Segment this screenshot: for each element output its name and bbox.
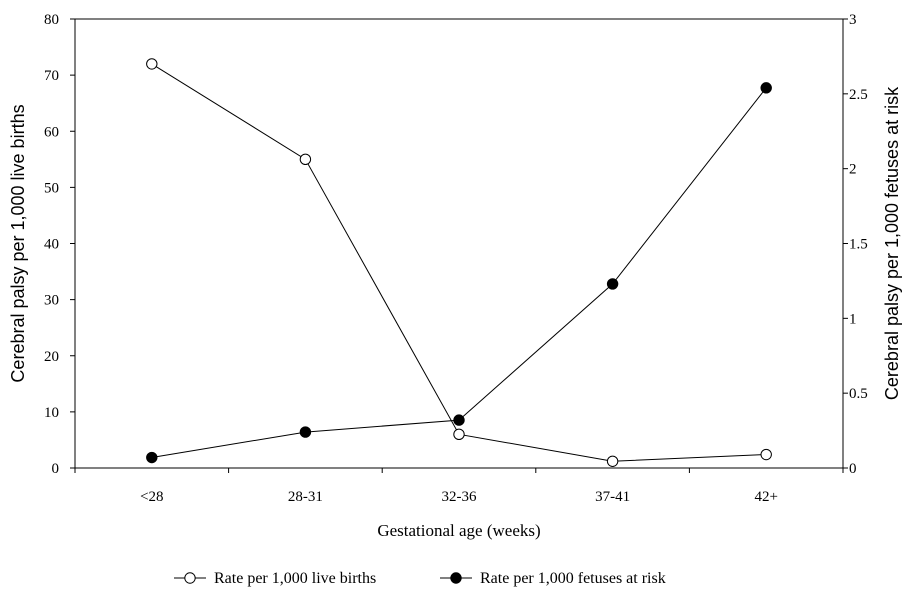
data-point-live-births (760, 448, 772, 461)
right-tick-label: 3 (849, 12, 857, 28)
right-tick-label: 0 (849, 461, 857, 477)
data-point-live-births (606, 455, 619, 467)
legend-label-live-births: Rate per 1,000 live births (214, 570, 376, 587)
data-point-live-births (453, 428, 465, 441)
legend: Rate per 1,000 live births Rate per 1,00… (174, 570, 666, 587)
left-y-axis-title: Cerebral palsy per 1,000 live births (8, 104, 28, 382)
x-tick-label: 32-36 (442, 489, 477, 505)
legend-label-fetuses-at-risk: Rate per 1,000 fetuses at risk (480, 570, 666, 587)
right-axis-ticks: 0 0.5 1 1.5 2 2.5 3 (843, 12, 868, 477)
legend-item-fetuses-at-risk: Rate per 1,000 fetuses at risk (440, 570, 666, 587)
legend-item-live-births: Rate per 1,000 live births (174, 570, 376, 587)
series-line-fetuses-at-risk (151, 87, 767, 459)
right-tick-label: 1.5 (849, 237, 868, 253)
data-point-live-births (146, 58, 158, 70)
left-tick-label: 30 (44, 293, 59, 309)
right-y-axis-title: Cerebral palsy per 1,000 fetuses at risk (882, 86, 902, 400)
data-point-fetuses-at-risk (146, 451, 158, 464)
left-tick-label: 50 (44, 180, 59, 196)
series-layer (146, 58, 772, 467)
left-tick-label: 40 (44, 237, 59, 253)
plot-frame (74, 18, 844, 469)
right-tick-label: 0.5 (849, 386, 868, 402)
data-point-live-births (299, 153, 312, 166)
data-point-fetuses-at-risk (299, 426, 312, 438)
x-tick-label: <28 (140, 489, 163, 505)
legend-marker-filled-circle (450, 572, 462, 584)
left-tick-label: 20 (44, 349, 59, 365)
right-tick-label: 2.5 (849, 87, 868, 103)
data-point-fetuses-at-risk (453, 414, 465, 426)
left-tick-label: 70 (44, 68, 59, 84)
x-tick-label: 42+ (754, 489, 777, 505)
series-live-births (146, 58, 772, 467)
left-tick-label: 60 (44, 124, 59, 140)
left-axis-ticks: 0 10 20 30 40 50 60 70 80 (44, 12, 75, 477)
series-line-live-births (151, 63, 767, 462)
right-tick-label: 2 (849, 162, 857, 178)
data-point-fetuses-at-risk (606, 278, 619, 290)
x-tick-label: 37-41 (595, 489, 630, 505)
data-point-fetuses-at-risk (760, 82, 772, 94)
legend-marker-open-circle (184, 572, 196, 584)
left-tick-label: 0 (52, 461, 60, 477)
x-axis-ticks: <28 28-31 32-36 37-41 42+ (74, 468, 844, 505)
x-tick-label: 28-31 (288, 489, 323, 505)
right-tick-label: 1 (849, 311, 857, 327)
left-tick-label: 80 (44, 12, 59, 28)
series-fetuses-at-risk (146, 82, 772, 464)
x-axis-title: Gestational age (weeks) (377, 521, 540, 540)
left-tick-label: 10 (44, 405, 59, 421)
